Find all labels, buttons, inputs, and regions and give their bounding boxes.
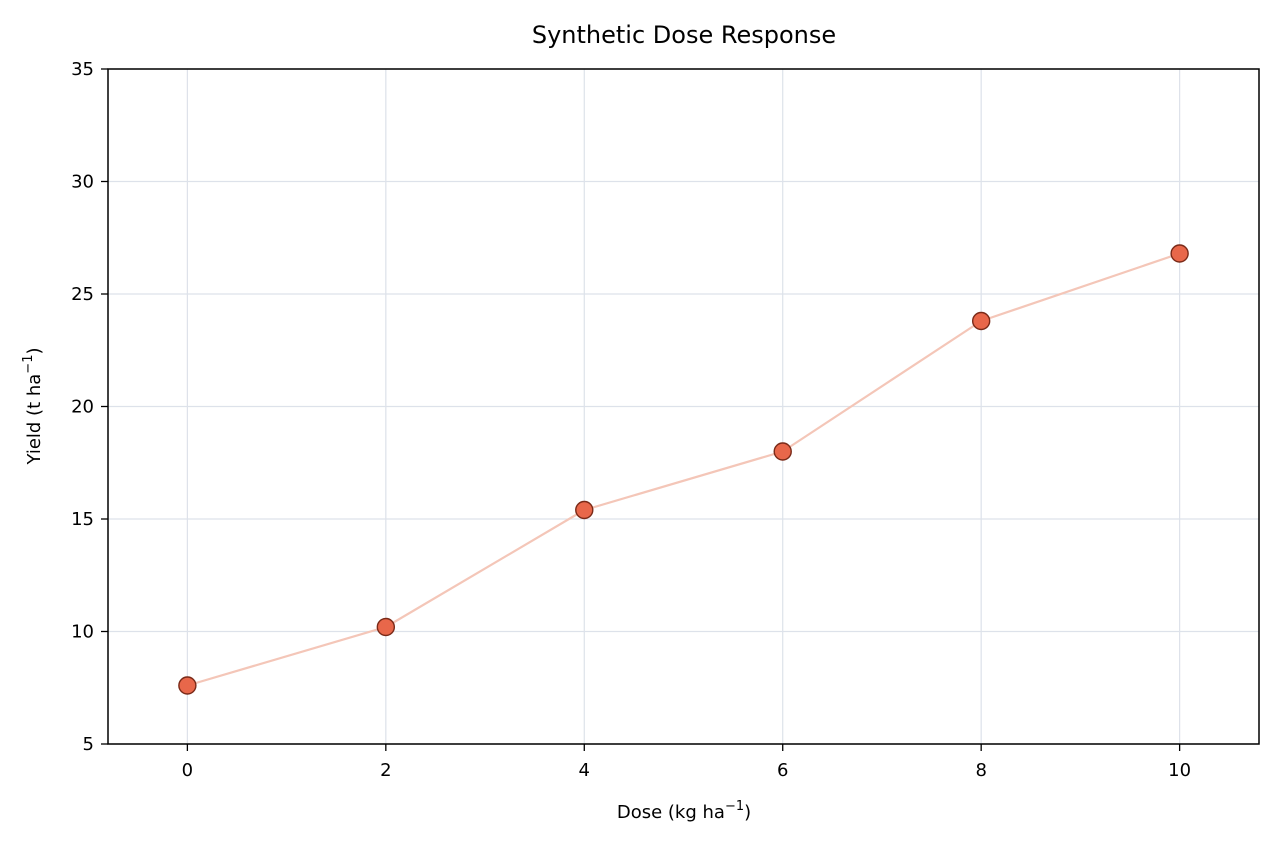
x-axis-title-close: ) (744, 802, 751, 823)
y-tick-label: 25 (71, 284, 94, 305)
data-point (575, 500, 594, 520)
y-axis-title: Yield (t ha−1) (21, 347, 45, 465)
y-tick-label: 5 (83, 734, 94, 755)
y-axis-title-close: ) (24, 347, 45, 354)
axis-ticks: 0 2 4 6 8 10 5 10 15 20 25 30 35 (71, 59, 1191, 781)
data-point (971, 311, 991, 331)
y-axis-title-text: Yield (t ha (24, 374, 45, 466)
x-axis-title-superscript: −1 (725, 799, 744, 814)
y-axis-title-superscript: −1 (21, 355, 36, 374)
chart-title: Synthetic Dose Response (532, 21, 836, 49)
x-tick-label: 0 (182, 760, 193, 781)
data-point (1170, 244, 1189, 263)
y-tick-label: 20 (71, 397, 94, 418)
x-axis-title: Dose (kg ha−1) (617, 799, 751, 823)
y-tick-label: 15 (71, 509, 94, 530)
y-tick-label: 10 (71, 622, 94, 643)
data-point (376, 617, 396, 637)
data-point (178, 676, 197, 695)
data-point (773, 442, 792, 461)
x-tick-label: 4 (579, 760, 590, 781)
x-axis-title-text: Dose (kg ha (617, 802, 725, 823)
series-layer (178, 244, 1189, 695)
x-tick-label: 6 (777, 760, 788, 781)
x-tick-label: 2 (380, 760, 391, 781)
x-tick-label: 10 (1168, 760, 1191, 781)
x-tick-label: 8 (975, 760, 986, 781)
series-line (187, 252, 1180, 687)
y-tick-label: 35 (71, 59, 94, 80)
y-tick-label: 30 (71, 172, 94, 193)
